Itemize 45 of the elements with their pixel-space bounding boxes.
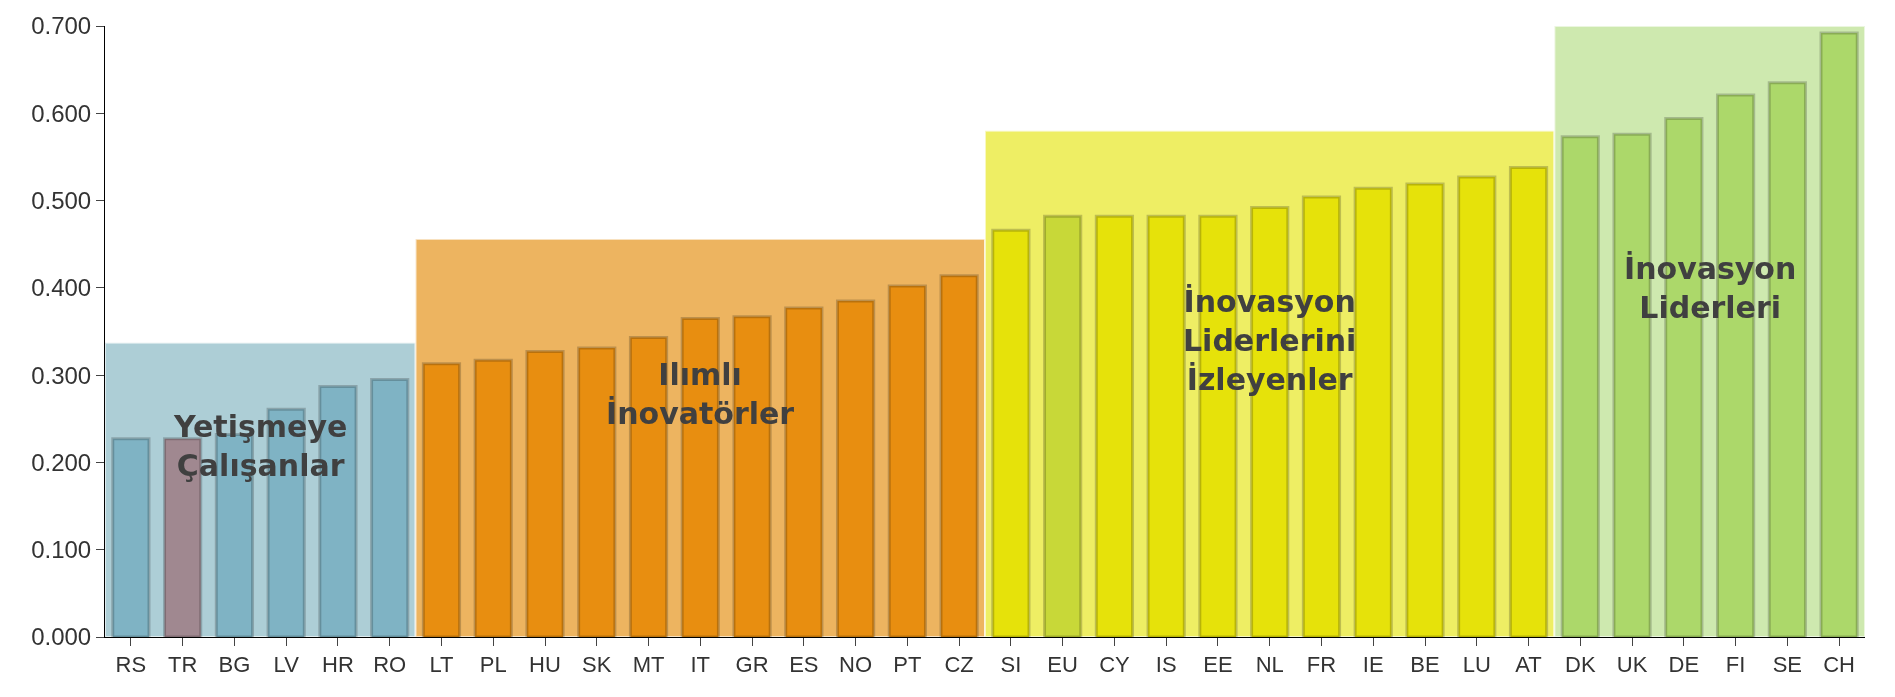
x-tick-label: HR: [322, 652, 354, 678]
y-tick-label: 0.600: [31, 99, 92, 127]
x-tick-label: NL: [1255, 652, 1284, 678]
x-tick-label: SI: [1000, 652, 1022, 678]
x-tick-label: FI: [1725, 652, 1746, 678]
x-tick-label: DK: [1565, 652, 1596, 678]
x-tick-label: BG: [218, 652, 251, 678]
x-tick-label: RS: [115, 652, 147, 678]
x-tick-label: DE: [1668, 652, 1700, 678]
y-tick-label: 0.500: [31, 186, 92, 214]
x-tick-label: CZ: [944, 652, 974, 678]
x-tick-label: LV: [273, 652, 300, 678]
x-tick-label: CH: [1823, 652, 1856, 678]
x-tick-label: CY: [1099, 652, 1131, 678]
x-tick-label: BE: [1410, 652, 1440, 678]
x-tick-label: IS: [1155, 652, 1177, 678]
x-tick-label: SE: [1772, 652, 1803, 678]
x-tick-label: EU: [1047, 652, 1078, 678]
x-tick-label: LU: [1462, 652, 1491, 678]
x-tick-label: SK: [582, 652, 612, 678]
y-tick-label: 0.200: [31, 448, 92, 476]
x-tick-label: IT: [690, 652, 711, 678]
x-tick-label: RO: [373, 652, 407, 678]
x-tick-label: HU: [529, 652, 561, 678]
x-tick-label: PL: [479, 652, 507, 678]
band-label: İnovasyon Liderleri: [1624, 251, 1797, 325]
x-tick-label: FR: [1306, 652, 1337, 678]
x-tick-label: MT: [632, 652, 665, 678]
y-tick-label: 0.400: [31, 274, 92, 302]
x-tick-label: AT: [1515, 652, 1542, 678]
y-tick-label: 0.300: [31, 361, 92, 389]
band-label: Ilımlı İnovatörler: [606, 357, 795, 431]
y-tick-label: 0.100: [31, 536, 92, 564]
x-tick-label: PT: [893, 652, 922, 678]
x-tick-label: EE: [1203, 652, 1233, 678]
x-tick-label: LT: [429, 652, 454, 678]
x-tick-label: UK: [1616, 652, 1648, 678]
x-tick-label: IE: [1362, 652, 1384, 678]
x-tick-label: GR: [735, 652, 769, 678]
y-tick-label: 0.700: [31, 12, 92, 40]
x-tick-label: NO: [839, 652, 873, 678]
band-label: İnovasyon Liderlerini İzleyenler: [1183, 284, 1357, 397]
y-tick-label: 0.000: [31, 623, 92, 651]
x-tick-label: TR: [167, 652, 198, 678]
x-tick-label: ES: [789, 652, 819, 678]
